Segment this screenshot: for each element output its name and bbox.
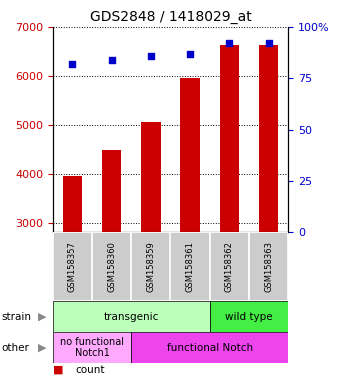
Text: no functional
Notch1: no functional Notch1	[60, 337, 124, 358]
Text: transgenic: transgenic	[104, 312, 159, 322]
Text: ▶: ▶	[39, 343, 47, 353]
Bar	[102, 150, 121, 232]
Text: strain: strain	[2, 312, 32, 322]
Bar	[63, 175, 82, 232]
Bar	[249, 232, 288, 301]
Bar	[53, 232, 92, 301]
Point	[266, 40, 271, 46]
Text: GSM158357: GSM158357	[68, 242, 77, 292]
Bar	[141, 122, 161, 232]
Bar	[180, 78, 200, 232]
Bar	[210, 301, 288, 332]
Text: functional Notch: functional Notch	[167, 343, 253, 353]
Text: GDS2848 / 1418029_at: GDS2848 / 1418029_at	[90, 10, 251, 23]
Text: GSM158363: GSM158363	[264, 242, 273, 292]
Bar	[53, 332, 131, 363]
Bar	[131, 232, 170, 301]
Bar	[53, 301, 210, 332]
Bar	[259, 45, 278, 232]
Text: count: count	[75, 365, 105, 375]
Text: GSM158360: GSM158360	[107, 242, 116, 292]
Point	[148, 53, 153, 59]
Bar	[131, 332, 288, 363]
Text: ▶: ▶	[39, 312, 47, 322]
Point	[187, 51, 193, 57]
Point	[109, 57, 114, 63]
Text: GSM158361: GSM158361	[186, 242, 195, 292]
Bar	[170, 232, 210, 301]
Text: other: other	[2, 343, 30, 353]
Bar	[92, 232, 131, 301]
Text: GSM158362: GSM158362	[225, 242, 234, 292]
Bar	[220, 45, 239, 232]
Point	[70, 61, 75, 67]
Text: wild type: wild type	[225, 312, 273, 322]
Text: ■: ■	[53, 365, 63, 375]
Point	[226, 40, 232, 46]
Text: GSM158359: GSM158359	[146, 242, 155, 292]
Bar	[210, 232, 249, 301]
